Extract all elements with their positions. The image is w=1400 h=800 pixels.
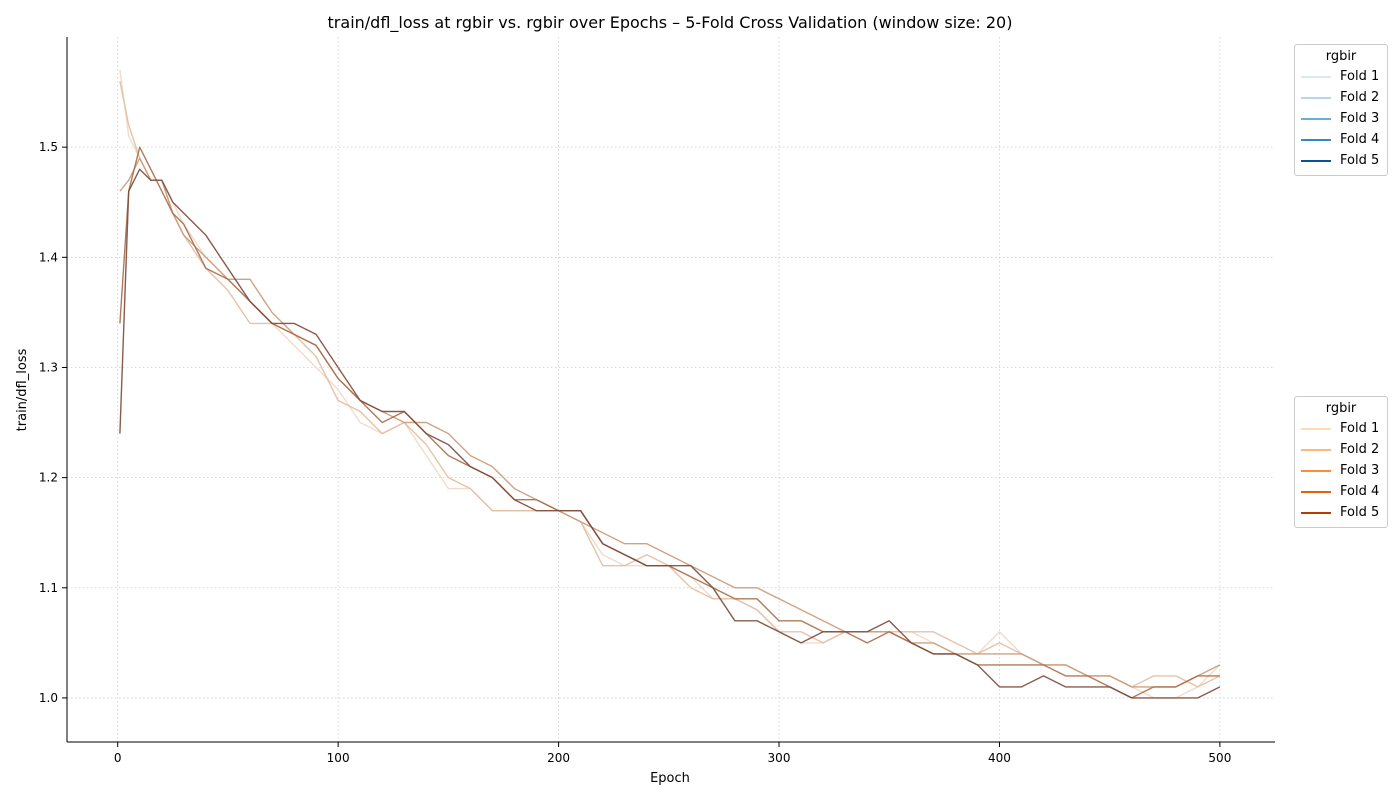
x-tick-label: 100 xyxy=(327,751,350,765)
legend-swatch xyxy=(1301,427,1331,430)
series-line xyxy=(119,80,1221,688)
series-lines xyxy=(119,69,1221,699)
legend-entry: Fold 1 xyxy=(1301,418,1381,439)
legend-blue: rgbir Fold 1 Fold 2 Fold 3 Fold 4 Fold 5 xyxy=(1294,44,1388,176)
legend-entry: Fold 4 xyxy=(1301,481,1381,502)
legend-label: Fold 5 xyxy=(1340,153,1380,168)
x-tick-label: 400 xyxy=(988,751,1011,765)
y-tick-label: 1.3 xyxy=(39,360,58,374)
legend-label: Fold 3 xyxy=(1340,111,1380,126)
x-tick-label: 0 xyxy=(114,751,122,765)
legend-entry: Fold 5 xyxy=(1301,502,1381,523)
y-tick-label: 1.4 xyxy=(39,250,58,264)
legend-entry: Fold 3 xyxy=(1301,460,1381,481)
y-tick-label: 1.1 xyxy=(39,581,58,595)
legend-swatch xyxy=(1301,159,1331,162)
legend-label: Fold 3 xyxy=(1340,463,1380,478)
y-tick-label: 1.2 xyxy=(39,471,58,485)
legend-swatch xyxy=(1301,490,1331,493)
x-tick-label: 500 xyxy=(1208,751,1231,765)
legend-label: Fold 2 xyxy=(1340,90,1380,105)
legend-swatch xyxy=(1301,75,1331,78)
y-tick-label: 1.5 xyxy=(39,140,58,154)
series-line xyxy=(119,69,1221,699)
legend-label: Fold 2 xyxy=(1340,442,1380,457)
legend-entry: Fold 3 xyxy=(1301,108,1381,129)
legend-label: Fold 5 xyxy=(1340,505,1380,520)
legend-label: Fold 4 xyxy=(1340,484,1380,499)
legend-swatch xyxy=(1301,138,1331,141)
legend-entry: Fold 2 xyxy=(1301,439,1381,460)
legend-entry: Fold 1 xyxy=(1301,66,1381,87)
legend-entry: Fold 4 xyxy=(1301,129,1381,150)
y-axis-label: train/dfl_loss xyxy=(15,348,30,431)
legend-swatch xyxy=(1301,469,1331,472)
x-axis-label: Epoch xyxy=(650,771,690,786)
legend-swatch xyxy=(1301,511,1331,514)
legend-swatch xyxy=(1301,117,1331,120)
x-tick-label: 200 xyxy=(547,751,570,765)
axes: 0 100 200 300 400 500 1.0 1.1 1.2 1.3 1.4 1.5 xyxy=(39,37,1275,765)
legend-entry: Fold 2 xyxy=(1301,87,1381,108)
x-tick-label: 300 xyxy=(768,751,791,765)
legend-title: rgbir xyxy=(1325,401,1357,416)
legend-swatch xyxy=(1301,448,1331,451)
series-line xyxy=(119,146,1220,699)
legend-title: rgbir xyxy=(1325,49,1357,64)
grid xyxy=(67,37,1275,742)
chart-title: train/dfl_loss at rgbir vs. rgbir over E… xyxy=(328,13,1013,33)
legend-orange: rgbir Fold 1 Fold 2 Fold 3 Fold 4 Fold 5 xyxy=(1294,396,1388,528)
legend-label: Fold 1 xyxy=(1340,69,1380,84)
y-tick-label: 1.0 xyxy=(39,691,58,705)
series-line xyxy=(119,157,1221,688)
legend-entry: Fold 5 xyxy=(1301,150,1381,171)
legend-swatch xyxy=(1301,96,1331,99)
series-line xyxy=(119,168,1221,699)
legend-label: Fold 1 xyxy=(1340,421,1380,436)
legend-label: Fold 4 xyxy=(1340,132,1380,147)
